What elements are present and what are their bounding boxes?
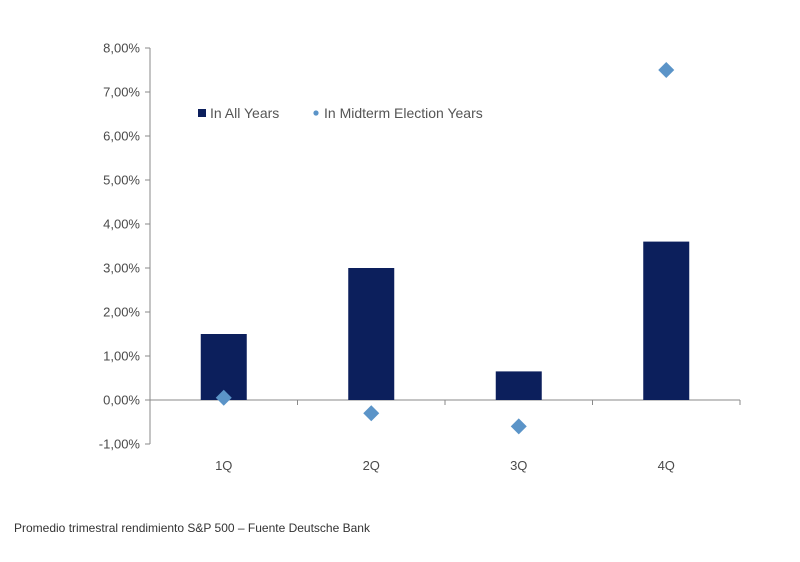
- y-tick-label: 8,00%: [103, 41, 140, 56]
- legend-swatch-all-years: [198, 109, 206, 117]
- y-tick-label: 6,00%: [103, 129, 140, 144]
- x-tick-label: 1Q: [215, 458, 232, 473]
- source-caption: Promedio trimestral rendimiento S&P 500 …: [14, 521, 370, 535]
- legend-label-all-years: In All Years: [210, 105, 279, 121]
- y-tick-label: 3,00%: [103, 261, 140, 276]
- markers-series-midterm-years: [215, 62, 675, 435]
- bar-2q: [348, 268, 395, 400]
- y-tick-label: -1,00%: [99, 437, 141, 452]
- marker-4q: [658, 62, 675, 78]
- legend-label-midterm-years: In Midterm Election Years: [324, 105, 483, 121]
- legend-swatch-midterm-years: [313, 110, 319, 116]
- marker-2q: [363, 405, 380, 422]
- x-tick-label: 3Q: [510, 458, 527, 473]
- x-axis-ticks: 1Q 2Q 3Q 4Q: [215, 458, 675, 473]
- y-tick-label: 1,00%: [103, 349, 140, 364]
- x-tick-label: 4Q: [658, 458, 675, 473]
- marker-1q: [215, 389, 232, 406]
- bar-chart: 8,00% 7,00% 6,00% 5,00% 4,00% 3,00% 2,00% 1,00%…: [99, 41, 741, 473]
- x-tick-label: 2Q: [363, 458, 380, 473]
- bar-3q: [495, 371, 542, 400]
- bars-series-all-years: [200, 241, 690, 400]
- bar-1q: [200, 334, 247, 400]
- y-tick-label: 2,00%: [103, 305, 140, 320]
- y-tick-label: 7,00%: [103, 85, 140, 100]
- chart-axes: [149, 48, 741, 444]
- y-tick-label: 5,00%: [103, 173, 140, 188]
- chart-legend: In All Years In Midterm Election Years: [198, 105, 483, 121]
- bar-4q: [643, 241, 690, 400]
- y-axis-ticks: 8,00% 7,00% 6,00% 5,00% 4,00% 3,00% 2,00% 1,00%…: [99, 41, 150, 452]
- marker-3q: [510, 418, 527, 435]
- y-tick-label: 0,00%: [103, 393, 140, 408]
- y-tick-label: 4,00%: [103, 217, 140, 232]
